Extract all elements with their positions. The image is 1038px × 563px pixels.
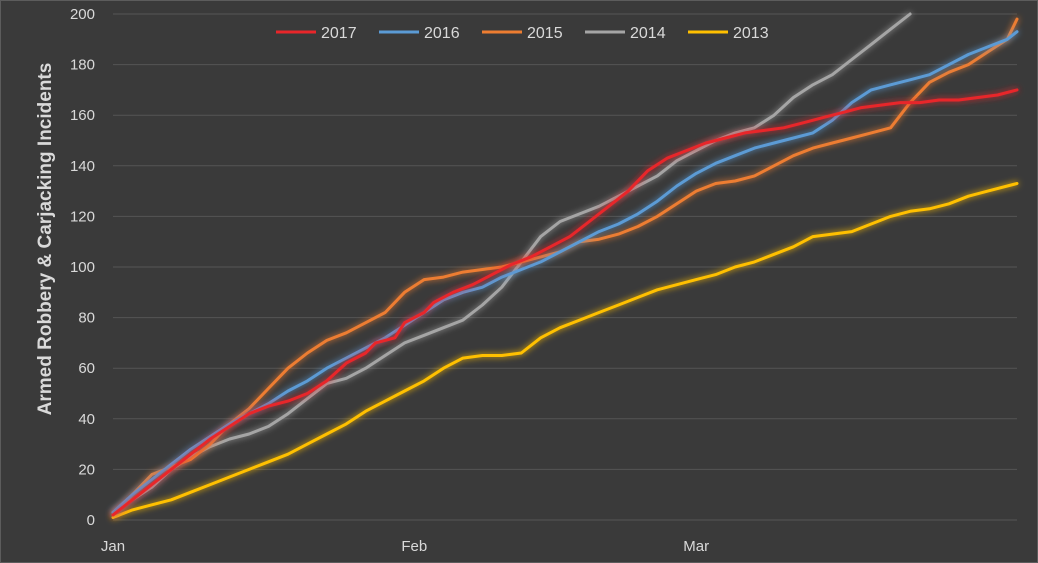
legend-label-2016: 2016 [424,25,460,42]
legend-label-2015: 2015 [527,25,563,42]
y-tick-label: 0 [87,512,95,529]
y-axis-label: Armed Robbery & Carjacking Incidents [35,63,56,416]
legend-label-2014: 2014 [630,25,666,42]
series-lines [111,12,1019,519]
x-tick-label: Feb [401,538,427,555]
legend-label-2017: 2017 [321,25,357,42]
y-axis-ticks: 0 20 40 60 80 100 120 140 160 180 200 [70,6,95,529]
legend: 2017 2016 2015 2014 2013 [276,25,769,42]
x-tick-label: Jan [101,538,125,555]
x-tick-label: Mar [683,538,709,555]
gridlines [113,13,1017,521]
x-axis-ticks: Jan Feb Mar [101,538,709,555]
y-tick-label: 120 [70,208,95,225]
legend-label-2013: 2013 [733,25,769,42]
y-tick-label: 140 [70,158,95,175]
y-tick-label: 160 [70,107,95,124]
series-line-2017 [111,88,1019,517]
y-tick-label: 40 [78,411,95,428]
y-tick-label: 80 [78,310,95,327]
y-tick-label: 20 [78,461,95,478]
y-tick-label: 60 [78,360,95,377]
y-tick-label: 100 [70,259,95,276]
series-line-2016 [111,30,1019,514]
y-tick-label: 180 [70,57,95,74]
series-line-2013 [111,182,1019,519]
y-tick-label: 200 [70,6,95,23]
